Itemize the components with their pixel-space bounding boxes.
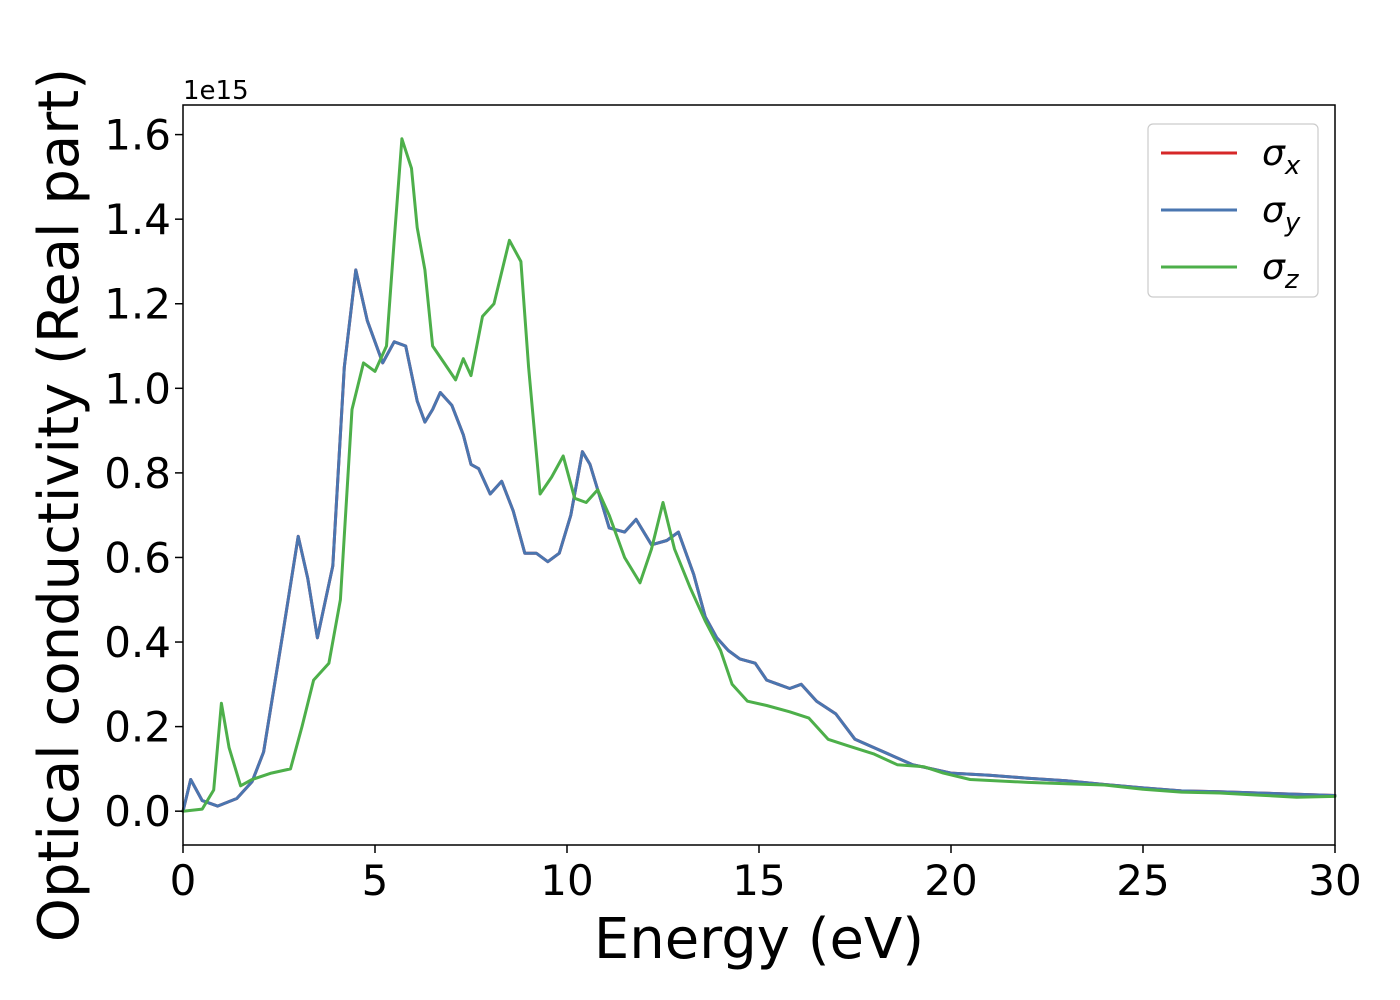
- series-line-z: [181, 137, 1337, 813]
- x-tick-label: 20: [924, 856, 977, 905]
- x-tick-label: 10: [540, 856, 593, 905]
- y-tick-label: 1.0: [104, 364, 171, 413]
- x-tick-label: 25: [1116, 856, 1169, 905]
- y-tick-label: 0.0: [104, 787, 171, 836]
- x-axis: 0 5 10 15 20 25 30: [170, 845, 1362, 905]
- y-tick-label: 0.6: [104, 533, 171, 582]
- x-tick-label: 30: [1308, 856, 1361, 905]
- legend-label-z: σz: [1262, 247, 1300, 295]
- y-tick-label: 0.8: [104, 449, 171, 498]
- y-tick-label: 1.6: [104, 111, 171, 160]
- series-line-y: [181, 268, 1337, 813]
- x-axis-title: Energy (eV): [594, 907, 924, 972]
- y-tick-label: 0.4: [104, 618, 171, 667]
- legend: σx σy σz: [1147, 123, 1319, 298]
- series-line-x: [181, 268, 1337, 813]
- legend-label-y: σy: [1262, 190, 1301, 238]
- legend-label-x: σx: [1262, 133, 1301, 181]
- y-offset-label: 1e15: [183, 76, 249, 106]
- y-tick-label: 0.2: [104, 703, 171, 752]
- y-tick-label: 1.2: [104, 280, 171, 329]
- series-layer: [181, 137, 1337, 813]
- x-tick-label: 15: [732, 856, 785, 905]
- x-tick-label: 5: [362, 856, 389, 905]
- x-tick-label: 0: [170, 856, 197, 905]
- y-axis-title: Optical conductivity (Real part): [27, 68, 92, 942]
- y-axis: 0.0 0.2 0.4 0.6 0.8 1.0 1.2 1.4 1.6: [104, 111, 183, 836]
- y-tick-label: 1.4: [104, 195, 171, 244]
